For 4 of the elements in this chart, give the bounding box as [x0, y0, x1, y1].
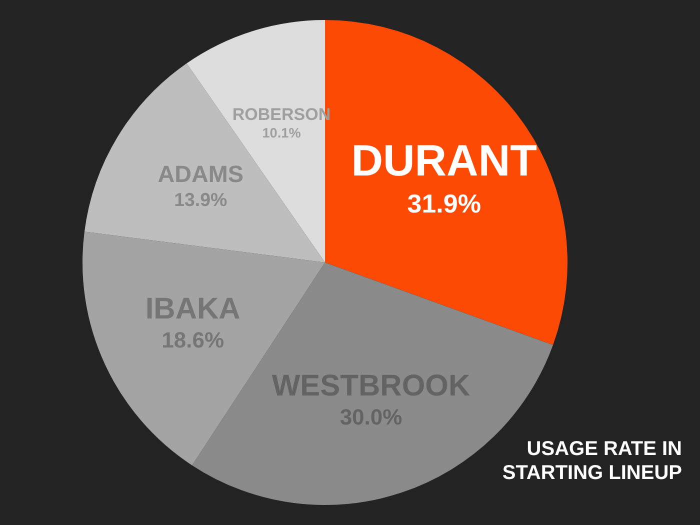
- slice-label: DURANT: [351, 136, 538, 186]
- data-label: 31.9%: [407, 188, 481, 219]
- text: USAGE RATE IN STARTING LINEUP: [501, 437, 682, 485]
- data-label: 10.1%: [262, 126, 301, 141]
